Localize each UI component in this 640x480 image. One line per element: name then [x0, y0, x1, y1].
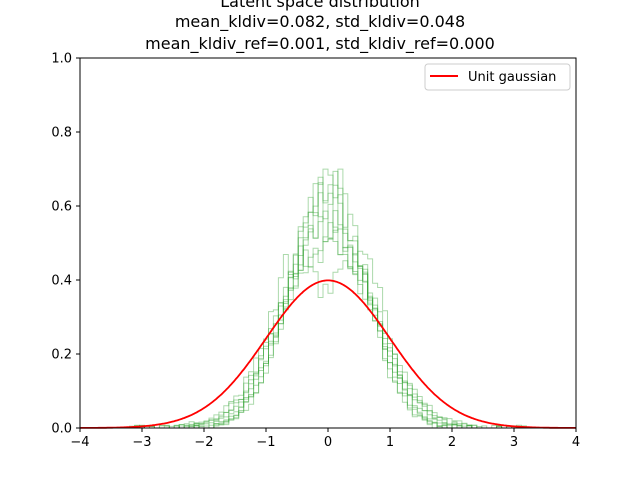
x-tick-label: −2 — [194, 435, 213, 450]
unit-gaussian-curve — [79, 279, 577, 429]
y-tick-label: 0.2 — [51, 348, 72, 363]
reference-curve-layer — [79, 279, 577, 429]
x-tick-label: −1 — [256, 435, 275, 450]
histogram-7 — [129, 210, 527, 429]
plot-frame — [79, 57, 577, 429]
histogram-6 — [129, 222, 527, 429]
y-tick-label: 0.6 — [51, 200, 72, 215]
histogram-5 — [129, 238, 527, 429]
histogram-3 — [129, 192, 527, 429]
chart-title-line-2: mean_kldiv=0.082, std_kldiv=0.048 — [174, 12, 466, 31]
x-tick-label: 0 — [324, 435, 332, 450]
x-tick-label: 3 — [510, 435, 518, 450]
x-tick-label: 4 — [572, 435, 580, 450]
legend-label-unit-gaussian: Unit gaussian — [468, 70, 556, 85]
x-tick-label: −4 — [70, 435, 89, 450]
y-tick-label: 0.0 — [51, 422, 72, 437]
legend-box — [424, 63, 571, 91]
axes-layer: −4 −3 −2 −1 0 1 2 3 4 0.0 0.2 0.4 0.6 0.8 1.0 — [51, 52, 580, 451]
x-tick-label: 1 — [386, 435, 394, 450]
x-tick-label: −3 — [132, 435, 151, 450]
y-tick-label: 0.4 — [51, 274, 72, 289]
histogram-layer — [129, 168, 527, 429]
y-tick-label: 1.0 — [51, 52, 72, 67]
histogram-bimodal — [129, 245, 527, 429]
chart-title-line-3: mean_kldiv_ref=0.001, std_kldiv_ref=0.00… — [145, 34, 495, 53]
y-tick-label: 0.8 — [51, 126, 72, 141]
histogram-4 — [129, 210, 527, 429]
legend: Unit gaussian — [424, 63, 571, 91]
x-tick-label: 2 — [448, 435, 456, 450]
chart-title-line-1: Latent space distribution — [220, 0, 420, 11]
